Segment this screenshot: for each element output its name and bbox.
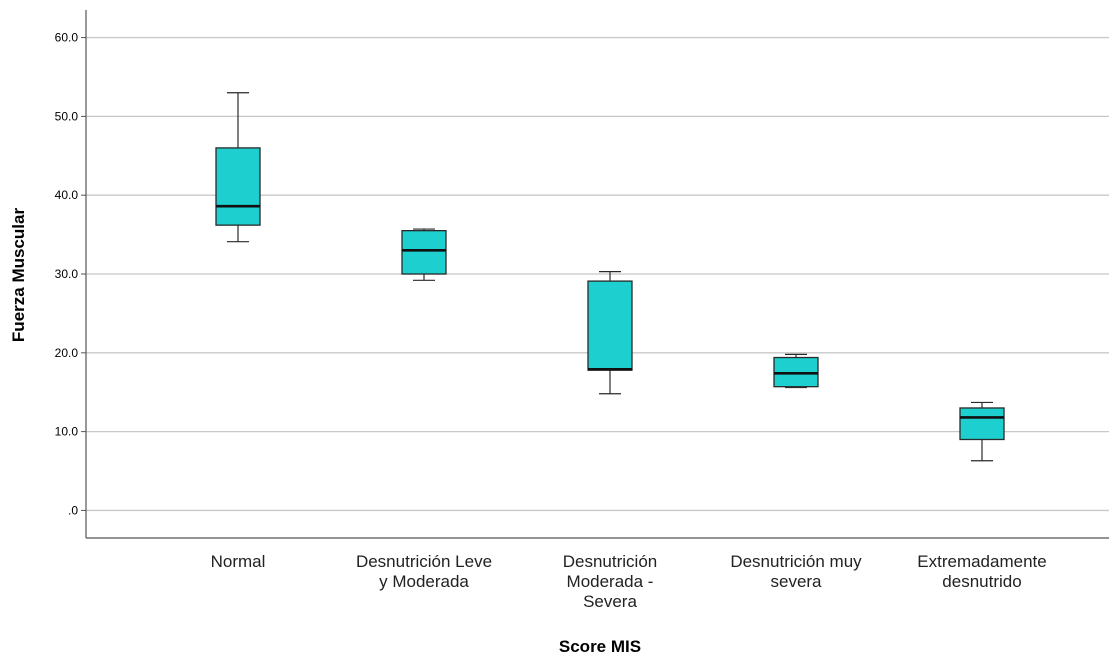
iqr-box: [587, 280, 633, 371]
iqr-box: [401, 230, 447, 275]
y-tick-label: 50.0: [55, 109, 79, 123]
iqr-box: [215, 147, 261, 226]
y-tick-label: 40.0: [55, 188, 79, 202]
category-label-line: Desnutrición Leve: [356, 552, 492, 571]
box-group: [587, 271, 633, 395]
category-labels: Normal Desnutrición Leve y ModeradaDesnutr…: [211, 552, 1047, 611]
y-tick-label: .0: [68, 503, 78, 517]
x-axis-title: Score MIS: [559, 637, 641, 656]
box-group: [401, 228, 447, 281]
box-group: [959, 401, 1005, 462]
boxes: [215, 92, 1005, 462]
category-label: Desnutrición muy severa: [730, 552, 862, 591]
category-label-line: y Moderada: [379, 572, 469, 591]
category-label-line: Desnutrición: [563, 552, 658, 571]
category-label: Normal: [211, 552, 266, 571]
box-group: [215, 92, 261, 243]
y-tick-label: 30.0: [55, 267, 79, 281]
category-label-line: desnutrido: [942, 572, 1021, 591]
box-group: [773, 353, 819, 389]
category-label: Desnutrición Moderada -Severa: [563, 552, 658, 611]
grid-lines: [86, 36, 1109, 512]
y-tick-labels: .0 10.0 20.0 30.0 40.0 50.0 60.0: [55, 31, 79, 518]
category-label: Desnutrición Leve y Moderada: [356, 552, 492, 591]
iqr-box: [959, 407, 1005, 441]
category-label-line: severa: [770, 572, 822, 591]
category-label-line: Moderada -: [567, 572, 654, 591]
y-tick-label: 20.0: [55, 346, 79, 360]
category-label-line: Severa: [583, 592, 637, 611]
category-label-line: Normal: [211, 552, 266, 571]
category-label-line: Extremadamente: [917, 552, 1046, 571]
category-label-line: Desnutrición muy: [730, 552, 862, 571]
category-label: Extremadamente desnutrido: [917, 552, 1046, 591]
axes: [81, 10, 1109, 539]
y-axis-title: Fuerza Muscular: [9, 208, 28, 343]
y-tick-label: 10.0: [55, 425, 79, 439]
y-tick-label: 60.0: [55, 31, 79, 45]
